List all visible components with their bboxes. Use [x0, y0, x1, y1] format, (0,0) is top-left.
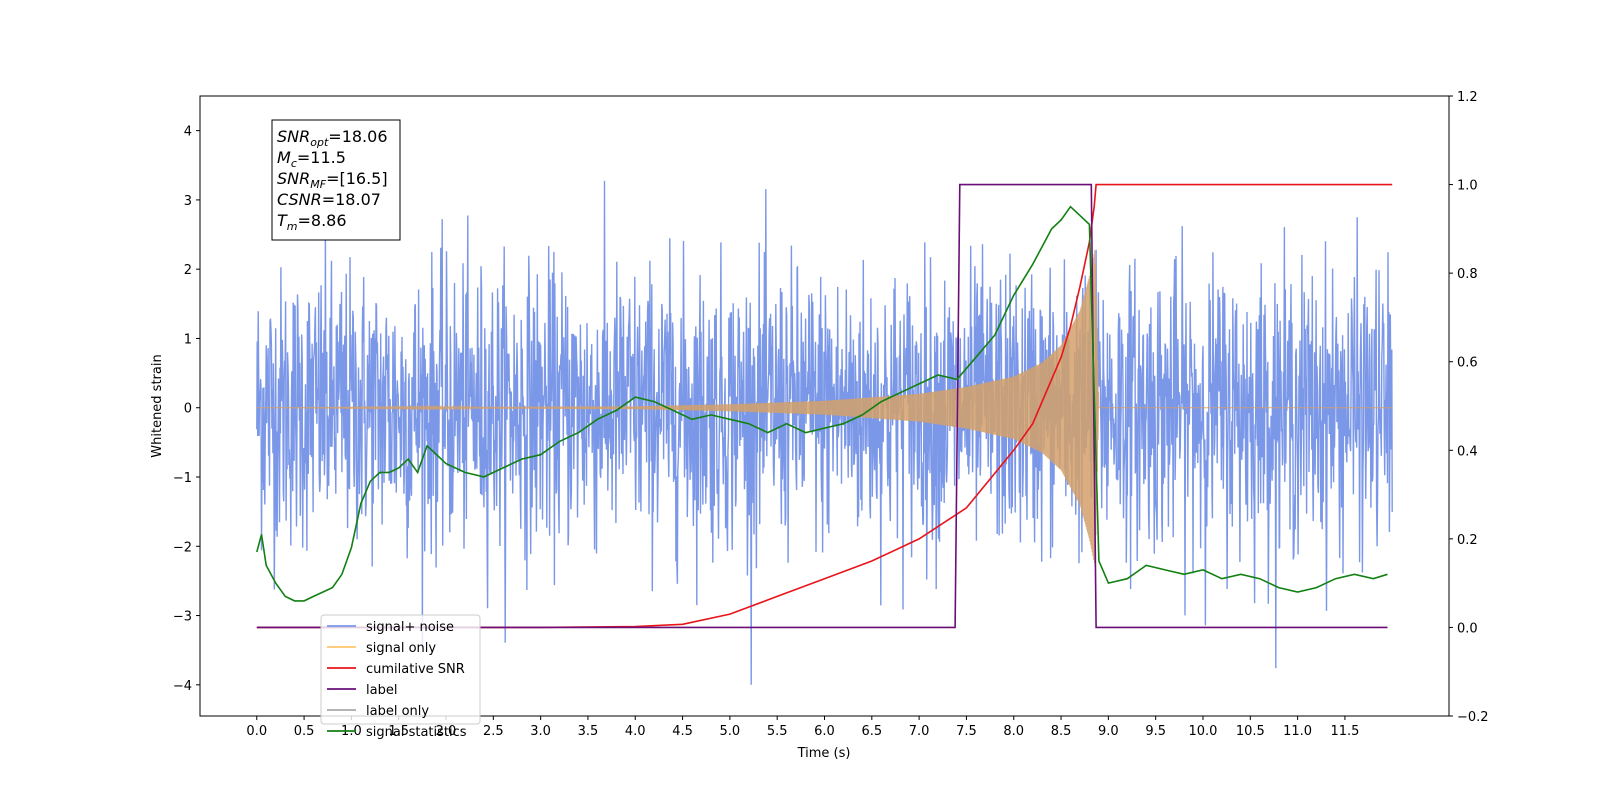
annotation-line: SNRopt=18.06 [277, 127, 388, 149]
annotation-box: SNRopt=18.06Mc=11.5SNRMF=[16.5]CSNR=18.0… [271, 119, 401, 241]
plot-area [256, 180, 1393, 685]
x-tick-label: 5.0 [720, 724, 741, 739]
x-tick-label: 11.0 [1283, 724, 1312, 739]
x-tick-label: 5.5 [767, 724, 788, 739]
y-tick-label-right: 0.4 [1457, 444, 1478, 459]
legend-label: cumilative SNR [366, 662, 465, 677]
y-tick-label-right: 1.2 [1457, 90, 1478, 105]
x-tick-label: 0.5 [294, 724, 315, 739]
y-tick-label-left: −4 [173, 679, 192, 694]
axes: 0.0 0.5 1.0 1.5 2.0 2.5 3.0 3.5 4.0 4.5 5.0 5.5 6.0 6… [173, 90, 1489, 739]
x-tick-label: 7.0 [909, 724, 930, 739]
series-signal-only-line [256, 250, 1393, 568]
series-signal-statistics-line [256, 205, 1388, 602]
annotation-line: SNRMF=[16.5] [277, 169, 388, 191]
y-tick-label-right: −0.2 [1457, 710, 1489, 725]
x-tick-label: 11.5 [1330, 724, 1359, 739]
x-tick-label: 9.5 [1145, 724, 1166, 739]
x-tick-label: 9.0 [1098, 724, 1119, 739]
x-tick-label: 1.5 [388, 724, 409, 739]
y-tick-label-left: 2 [184, 263, 192, 278]
x-tick-label: 10.0 [1189, 724, 1218, 739]
annotation-line: Mc=11.5 [277, 148, 346, 170]
x-tick-label: 7.5 [956, 724, 977, 739]
series-label-line [256, 183, 1388, 629]
series-cumilative-snr-line [256, 183, 1393, 629]
x-tick-label: 8.0 [1003, 724, 1024, 739]
y-tick-label-left: 3 [184, 194, 192, 209]
y-tick-label-right: 1.0 [1457, 179, 1478, 194]
legend-frame [320, 614, 481, 725]
legend-label: signal+ noise [366, 620, 454, 635]
y-axis-label: Whitened strain [150, 354, 165, 457]
y-tick-label-right: 0.8 [1457, 267, 1478, 282]
legend-label: label only [366, 704, 429, 719]
y-tick-label-right: 0.6 [1457, 356, 1478, 371]
legend-label: label [366, 683, 397, 698]
annotation-line: Tm=8.86 [277, 211, 347, 233]
x-axis-label: Time (s) [797, 746, 851, 761]
x-tick-label: 4.0 [625, 724, 646, 739]
x-tick-label: 4.5 [672, 724, 693, 739]
annotation-frame [271, 119, 401, 241]
x-tick-label: 3.0 [530, 724, 551, 739]
y-tick-label-left: −3 [173, 610, 192, 625]
x-tick-label: 2.0 [436, 724, 457, 739]
y-tick-label-left: 0 [184, 402, 192, 417]
y-tick-label-left: 1 [184, 332, 192, 347]
x-tick-label: 0.0 [246, 724, 267, 739]
y-tick-label-right: 0.2 [1457, 533, 1478, 548]
legend-label: signal only [366, 641, 436, 656]
y-tick-label-left: 4 [184, 125, 192, 140]
x-tick-label: 8.5 [1051, 724, 1072, 739]
y-tick-label-left: −1 [173, 471, 192, 486]
legend: signal+ noise signal only cumilative SNR la… [320, 614, 481, 740]
x-tick-label: 10.5 [1236, 724, 1265, 739]
series-signal-noise-line [256, 180, 1393, 685]
annotation-line: CSNR=18.07 [277, 190, 381, 209]
x-tick-label: 2.5 [483, 724, 504, 739]
y-tick-label-right: 0.0 [1457, 621, 1478, 636]
x-tick-label: 3.5 [578, 724, 599, 739]
legend-label: signal statistics [366, 725, 467, 740]
y-tick-label-left: −2 [173, 540, 192, 555]
x-tick-label: 6.0 [814, 724, 835, 739]
x-tick-label: 6.5 [861, 724, 882, 739]
